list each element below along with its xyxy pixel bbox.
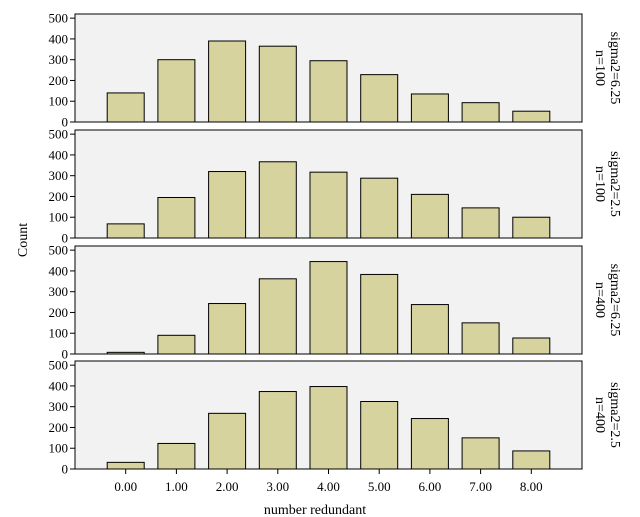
y-tick-label: 500 <box>49 127 69 142</box>
bar <box>208 40 247 123</box>
bar <box>461 322 500 355</box>
bar <box>360 401 399 470</box>
x-tick-label: 4.00 <box>317 479 340 494</box>
bar <box>208 171 247 239</box>
panel-label: n=400sigma2=2.5 <box>592 382 622 448</box>
y-tick-label: 0 <box>62 231 69 246</box>
x-axis-title: number redundant <box>264 503 366 517</box>
x-tick-label: 0.00 <box>114 479 137 494</box>
bar <box>309 60 348 123</box>
panel-label-line1: n=100 <box>592 50 607 86</box>
y-tick-label: 200 <box>49 420 69 435</box>
panel-3: 0 100 200 300 400 500 n=400sigma2=6.25 <box>49 243 623 362</box>
y-tick-label: 100 <box>49 94 69 109</box>
y-axis-title: Count <box>16 223 31 257</box>
y-tick-label: 300 <box>49 284 69 299</box>
bar <box>208 303 247 355</box>
bar <box>461 207 500 239</box>
y-tick-label: 500 <box>49 243 69 258</box>
panel-label: n=100sigma2=2.5 <box>592 151 622 217</box>
panel-label-line1: n=400 <box>592 397 607 433</box>
y-tick-label: 500 <box>49 11 69 26</box>
y-tick-label: 0 <box>62 347 69 362</box>
bar <box>157 442 196 470</box>
bar <box>157 59 196 123</box>
x-tick-label: 5.00 <box>368 479 391 494</box>
bar <box>512 450 551 470</box>
x-tick-label: 7.00 <box>469 479 492 494</box>
panel-label-line2: sigma2=6.25 <box>607 264 622 337</box>
y-tick-label: 100 <box>49 441 69 456</box>
panel-4: 0 100 200 300 400 500 n=400sigma2=2.5 <box>49 358 623 477</box>
y-tick-label: 200 <box>49 305 69 320</box>
x-tick-label: 1.00 <box>165 479 188 494</box>
bar <box>309 386 348 470</box>
y-tick-label: 200 <box>49 73 69 88</box>
bar <box>106 461 145 470</box>
y-tick-label: 300 <box>49 168 69 183</box>
panel-2: 0 100 200 300 400 500 n=100sigma2=2.5 <box>49 127 623 246</box>
bar <box>106 92 145 123</box>
panel-label-line2: sigma2=2.5 <box>607 151 622 217</box>
bar <box>512 216 551 239</box>
bar <box>410 193 449 239</box>
bar <box>309 171 348 239</box>
y-tick-label: 400 <box>49 31 69 46</box>
y-tick-label: 0 <box>62 462 69 477</box>
y-tick-label: 400 <box>49 378 69 393</box>
y-tick-label: 0 <box>62 115 69 130</box>
bar <box>512 110 551 123</box>
bar <box>360 74 399 123</box>
bar <box>360 177 399 239</box>
bar <box>106 223 145 239</box>
bar <box>360 273 399 355</box>
bar <box>309 261 348 355</box>
y-tick-label: 200 <box>49 189 69 204</box>
x-tick-label: 8.00 <box>520 479 543 494</box>
y-tick-label: 400 <box>49 263 69 278</box>
bar <box>461 437 500 470</box>
y-tick-label: 300 <box>49 52 69 67</box>
x-tick-label: 6.00 <box>419 479 442 494</box>
panel-label-line2: sigma2=6.25 <box>607 32 622 105</box>
panel-label-line2: sigma2=2.5 <box>607 382 622 448</box>
bar <box>157 334 196 355</box>
bar <box>258 391 297 470</box>
bar <box>410 93 449 123</box>
bar <box>461 102 500 123</box>
bar <box>258 278 297 355</box>
bar <box>258 45 297 123</box>
y-tick-label: 400 <box>49 147 69 162</box>
x-axis: 0.00 1.00 2.00 3.00 4.00 5.00 6.00 7.00 8.00 <box>114 469 543 494</box>
bar <box>410 418 449 470</box>
y-tick-label: 100 <box>49 210 69 225</box>
panel-label: n=100sigma2=6.25 <box>592 32 622 105</box>
bar <box>157 197 196 239</box>
bar <box>106 351 145 355</box>
panels-group: 0100200300400500n=100sigma2=6.2501002003… <box>49 11 623 477</box>
panel-1: 0 100 200 300 400 500 n=100sigma2=6.25 <box>49 11 623 130</box>
panel-label-line1: n=100 <box>592 166 607 202</box>
y-tick-label: 500 <box>49 358 69 373</box>
bar <box>410 304 449 355</box>
y-tick-label: 100 <box>49 326 69 341</box>
bar <box>258 161 297 239</box>
y-tick-label: 300 <box>49 399 69 414</box>
bar <box>512 337 551 355</box>
x-tick-label: 2.00 <box>216 479 239 494</box>
x-tick-label: 3.00 <box>266 479 289 494</box>
panel-label-line1: n=400 <box>592 282 607 318</box>
bar <box>208 412 247 470</box>
panel-label: n=400sigma2=6.25 <box>592 264 622 337</box>
